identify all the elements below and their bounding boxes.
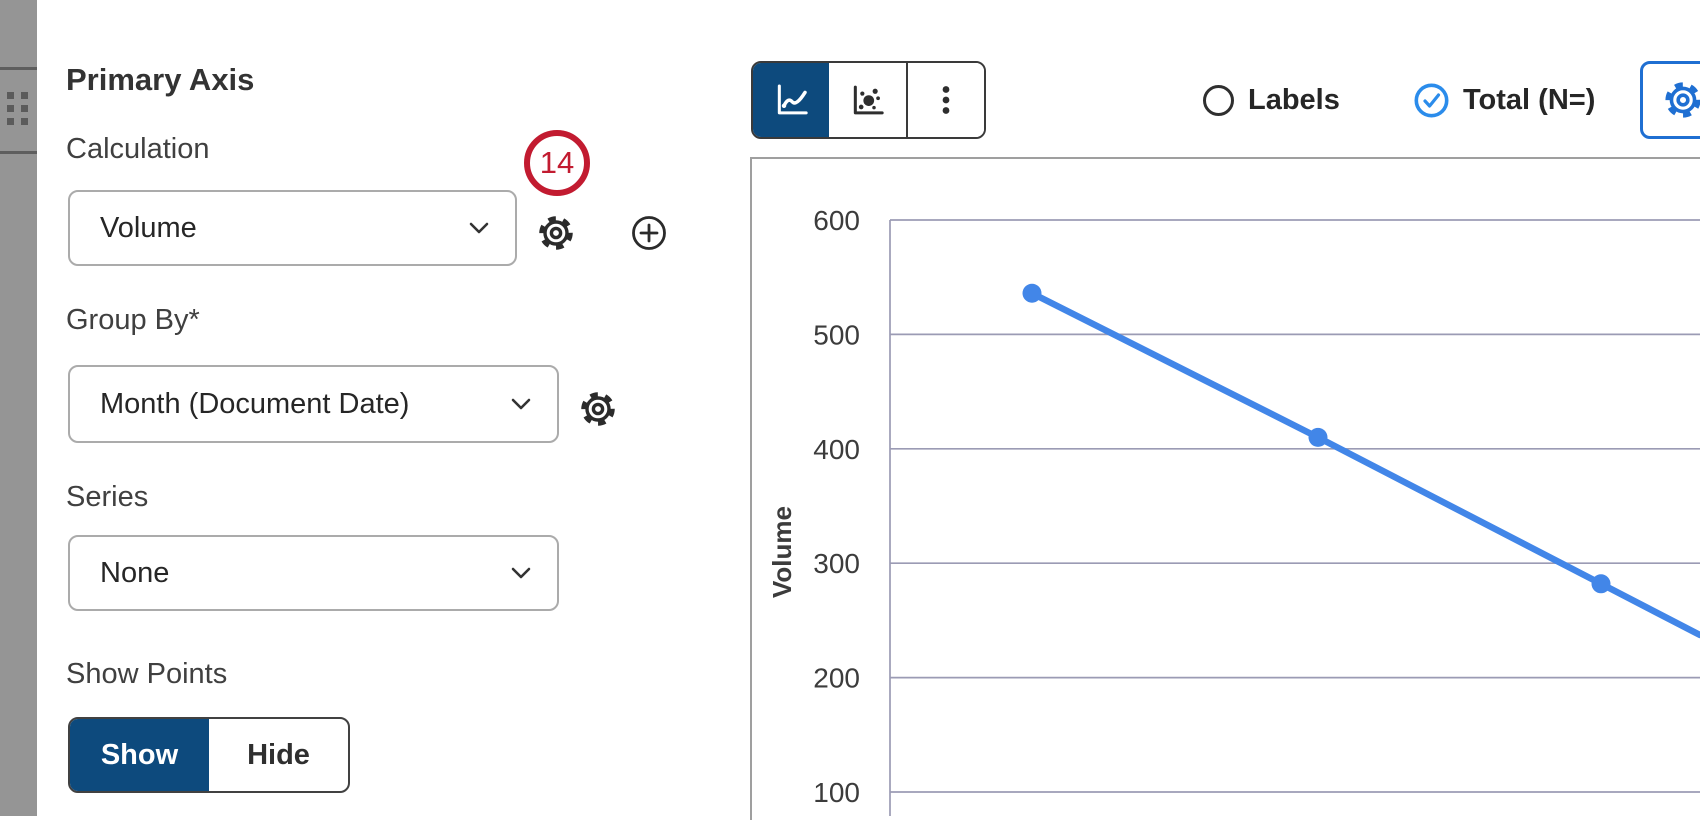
chevron-down-icon (511, 567, 531, 579)
gear-icon (1665, 82, 1700, 118)
show-points-show-button[interactable]: Show (70, 719, 209, 791)
kebab-menu-icon[interactable] (905, 63, 984, 137)
radio-unchecked-icon[interactable] (1203, 84, 1234, 116)
total-toggle[interactable]: Total (N=) (1414, 74, 1595, 126)
chart-card (750, 157, 1700, 820)
series-select[interactable]: None (68, 535, 559, 611)
calculation-settings-gear-icon[interactable] (536, 213, 576, 256)
rail-divider-top (0, 67, 37, 70)
group-by-label: Group By* (66, 304, 200, 336)
calculation-label: Calculation (66, 133, 210, 165)
annotation-number: 14 (539, 145, 575, 180)
group-by-value: Month (Document Date) (100, 387, 410, 420)
series-value: None (100, 556, 170, 589)
check-circle-icon[interactable] (1414, 83, 1449, 118)
chevron-down-icon (511, 398, 531, 410)
left-dock-rail (0, 0, 37, 816)
primary-axis-title: Primary Axis (66, 62, 255, 97)
add-calculation-plus-icon[interactable] (631, 215, 667, 254)
calculation-select[interactable]: Volume (68, 190, 517, 266)
drag-handle-icon[interactable] (7, 92, 29, 125)
series-label: Series (66, 481, 149, 513)
chevron-down-icon (469, 222, 489, 234)
chart-settings-button[interactable] (1640, 61, 1700, 139)
labels-toggle-label: Labels (1248, 83, 1340, 116)
show-points-label: Show Points (66, 658, 228, 690)
group-by-select[interactable]: Month (Document Date) (68, 365, 559, 443)
annotation-badge-14: 14 (524, 130, 590, 196)
line-chart-icon[interactable] (753, 63, 830, 137)
show-points-hide-button[interactable]: Hide (247, 738, 310, 771)
rail-divider-bottom (0, 151, 37, 154)
bubble-chart-icon[interactable] (829, 63, 906, 137)
total-toggle-label: Total (N=) (1463, 83, 1596, 116)
chart-type-switcher (751, 61, 986, 139)
calculation-value: Volume (100, 211, 197, 244)
group-by-settings-gear-icon[interactable] (578, 389, 618, 432)
labels-toggle[interactable]: Labels (1203, 74, 1340, 126)
show-points-toggle: Show Hide (68, 717, 350, 793)
